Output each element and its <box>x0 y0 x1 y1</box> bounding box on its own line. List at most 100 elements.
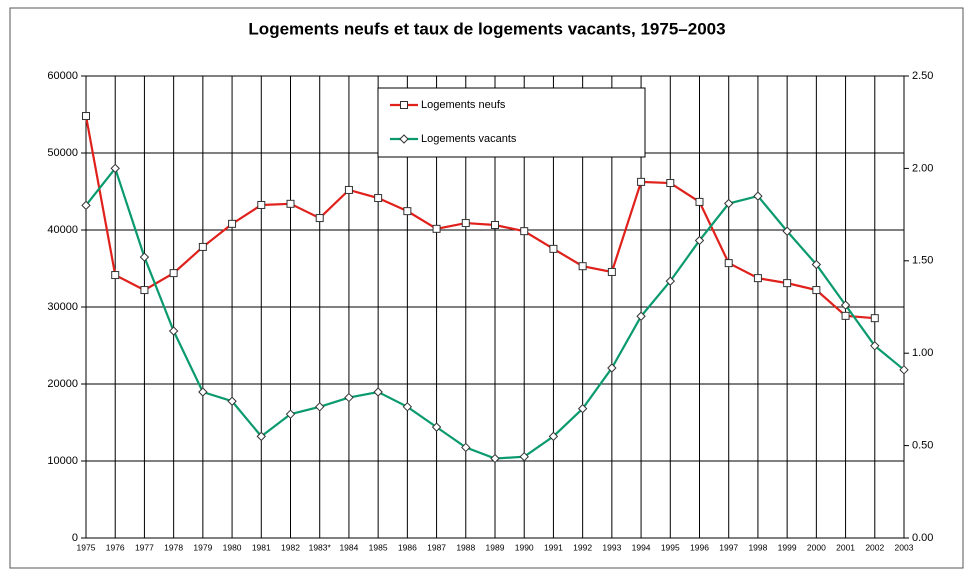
legend-label: Logements neufs <box>421 99 506 111</box>
point <box>82 112 90 121</box>
chart-title: Logements neufs et taux de logements vac… <box>248 19 725 38</box>
point <box>578 262 587 271</box>
point <box>344 392 354 403</box>
point <box>344 185 353 194</box>
y-tick-label: 30000 <box>47 301 78 313</box>
y-tick-label: 40000 <box>47 224 78 236</box>
point <box>198 387 208 397</box>
point <box>491 220 499 229</box>
point <box>402 402 413 412</box>
y2-tick-label: 2.00 <box>912 162 933 174</box>
x-tick-label: 1979 <box>193 542 212 552</box>
point <box>403 207 412 216</box>
y2-tick-label: 2.50 <box>912 70 933 82</box>
x-tick-label: 1981 <box>252 542 271 552</box>
x-tick-label: 1986 <box>398 542 417 552</box>
point <box>110 163 120 174</box>
x-tick-label: 1999 <box>778 542 797 552</box>
point <box>111 271 120 280</box>
x-tick-label: 1992 <box>573 542 592 552</box>
x-tick-label: 1994 <box>632 542 651 552</box>
point <box>519 451 529 462</box>
x-tick-label: 1990 <box>515 542 534 552</box>
point <box>286 199 295 208</box>
x-tick-label: 1989 <box>486 542 505 552</box>
point <box>694 235 705 246</box>
x-tick-label: 1977 <box>135 542 154 552</box>
point <box>812 286 821 295</box>
x-tick-label: 1988 <box>456 542 475 552</box>
point <box>227 396 237 406</box>
point <box>490 453 500 464</box>
point <box>840 300 851 310</box>
point <box>636 311 646 321</box>
point <box>432 224 441 233</box>
x-tick-label: 2003 <box>895 542 914 552</box>
point <box>140 286 149 295</box>
point <box>169 269 178 278</box>
x-tick-label: 1996 <box>690 542 709 552</box>
point <box>520 227 529 236</box>
x-tick-label: 1975 <box>77 542 96 552</box>
point <box>256 431 266 442</box>
y2-tick-label: 0.00 <box>912 532 933 544</box>
x-tick-label: 1980 <box>223 542 242 552</box>
x-tick-label: 1983* <box>309 542 332 552</box>
point <box>139 252 150 262</box>
y-tick-label: 60000 <box>47 70 78 82</box>
point <box>753 274 762 283</box>
point <box>461 219 470 228</box>
plot-border <box>85 75 905 539</box>
point <box>431 422 442 432</box>
x-tick-label: 1991 <box>544 542 563 552</box>
x-tick-label: 1982 <box>281 542 300 552</box>
point <box>577 403 588 414</box>
x-tick-label: 1997 <box>719 542 738 552</box>
point <box>783 279 792 288</box>
point <box>373 387 383 397</box>
y-tick-label: 50000 <box>47 147 78 159</box>
y2-tick-label: 1.00 <box>912 347 933 359</box>
x-tick-label: 1976 <box>106 542 125 552</box>
point <box>870 341 880 351</box>
y-tick-label: 20000 <box>47 378 78 390</box>
point <box>285 409 296 419</box>
y-tick-label: 10000 <box>47 455 78 467</box>
x-tick-label: 1984 <box>339 542 358 552</box>
series-line <box>84 115 875 320</box>
y2-tick-label: 0.50 <box>912 440 933 452</box>
legend-label: Logements vacants <box>421 133 517 145</box>
point <box>607 363 617 373</box>
point <box>168 326 179 336</box>
x-tick-label: 2002 <box>865 542 884 552</box>
point <box>841 311 850 320</box>
legend-box <box>377 87 646 158</box>
point <box>811 259 822 270</box>
y2-tick-label: 1.50 <box>912 255 933 267</box>
point <box>257 200 266 209</box>
point <box>198 242 207 251</box>
point <box>753 191 763 201</box>
point <box>637 177 646 186</box>
point <box>399 134 409 144</box>
point <box>374 194 383 203</box>
x-tick-label: 2000 <box>807 542 826 552</box>
point <box>549 244 558 253</box>
x-tick-label: 1987 <box>427 542 446 552</box>
point <box>666 179 675 188</box>
x-tick-label: 2001 <box>836 542 855 552</box>
point <box>315 214 324 223</box>
point <box>315 402 325 412</box>
x-tick-label: 1978 <box>164 542 183 552</box>
y-tick-label: 0 <box>72 532 78 544</box>
x-tick-label: 1995 <box>661 542 680 552</box>
point <box>724 259 733 268</box>
point <box>782 226 792 236</box>
point <box>665 276 675 286</box>
point <box>724 198 734 209</box>
x-tick-label: 1985 <box>369 542 388 552</box>
point <box>228 219 237 228</box>
point <box>695 197 704 206</box>
point <box>461 442 471 453</box>
